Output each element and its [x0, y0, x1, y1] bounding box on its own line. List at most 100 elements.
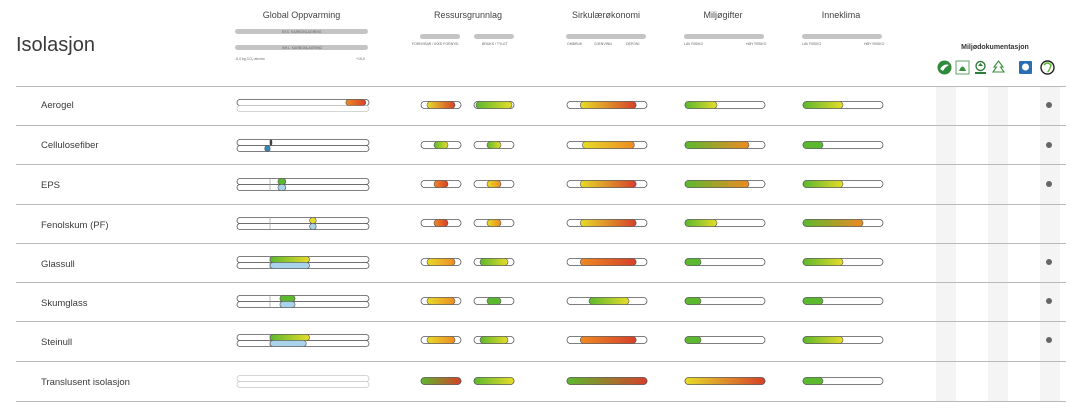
indoor-bar-translusent-isolasjon — [802, 377, 824, 385]
toxins-bar-translusent-isolasjon — [684, 377, 766, 385]
gwp-bar-excl-eps — [277, 178, 287, 185]
res-right-bar-translusent-isolasjon — [473, 377, 515, 385]
gwp-bar-excl-aerogel — [345, 99, 366, 106]
res-left-bar-translusent-isolasjon — [420, 377, 462, 385]
caption-bar-res-left — [420, 34, 460, 39]
res-right-bar-aerogel — [475, 101, 513, 109]
res-right-bar-fenolskum-pf — [486, 219, 502, 227]
gwp-bar-excl-glassull — [269, 256, 310, 263]
gwp-track-excl-eps — [236, 178, 370, 185]
toxins-bar-skumglass — [684, 297, 702, 305]
row-separator — [16, 282, 1066, 283]
indoor-bar-eps — [802, 180, 844, 188]
epd-icon — [1040, 60, 1055, 75]
row-label-cellulosefiber: Cellulosefiber — [41, 140, 99, 151]
envdoc-dot-aerogel — [1046, 102, 1052, 108]
gwp-track-incl-translusent-isolasjon — [236, 381, 370, 388]
gwp-track-incl-aerogel — [236, 105, 370, 112]
caption-bar-res-right — [474, 34, 514, 39]
gwp-bar-excl-cellulosefiber — [269, 139, 273, 146]
gwp-bar-excl-steinull — [269, 334, 310, 341]
res-left-bar-cellulosefiber — [433, 141, 449, 149]
header-indoor-climate: Inneklima — [821, 10, 861, 20]
caption-in-low: LAV RISIKO — [802, 42, 822, 46]
res-right-bar-cellulosefiber — [486, 141, 502, 149]
caption-circ-c: DEPONI — [626, 42, 640, 46]
caption-gwp-excl: EKS. KARBONLAGRING — [282, 29, 322, 34]
gwp-bar-incl-skumglass — [279, 301, 296, 308]
gwp-bar-incl-glassull — [269, 262, 310, 269]
caption-res-right: BRUKS / TYLET — [482, 42, 508, 46]
circular-bar-glassull — [579, 258, 637, 266]
caption-tox-high: HØY RISIKO — [746, 42, 767, 46]
row-label-fenolskum: Fenolskum (PF) — [41, 220, 109, 231]
header-environmental-toxins: Miljøgifter — [703, 10, 743, 20]
circular-bar-skumglass — [588, 297, 630, 305]
row-separator — [16, 243, 1066, 244]
row-separator — [16, 125, 1066, 126]
caption-bar-toxins — [684, 34, 764, 39]
envdoc-dot-cellulosefiber — [1046, 142, 1052, 148]
envdoc-dot-steinull — [1046, 337, 1052, 343]
circular-bar-eps — [579, 180, 637, 188]
circular-bar-translusent-isolasjon — [566, 377, 648, 385]
row-label-glassull: Glassull — [41, 259, 75, 270]
toxins-bar-aerogel — [684, 101, 718, 109]
toxins-bar-steinull — [684, 336, 702, 344]
row-separator — [16, 321, 1066, 322]
gwp-bar-incl-steinull — [269, 340, 307, 347]
gwp-bar-incl-cellulosefiber — [264, 145, 271, 152]
indoor-bar-aerogel — [802, 101, 844, 109]
caption-circ-a: OMBRUK — [567, 42, 583, 46]
caption-circ-b: GJENVINN — [594, 42, 612, 46]
res-left-bar-glassull — [426, 258, 456, 266]
header-global-warming: Global Oppvarming — [262, 10, 341, 20]
res-right-bar-steinull — [479, 336, 509, 344]
envdoc-dot-glassull — [1046, 259, 1052, 265]
pefc-icon — [975, 60, 986, 74]
row-separator — [16, 86, 1066, 87]
indoor-bar-skumglass — [802, 297, 824, 305]
caption-in-high: HØY RISIKO — [864, 42, 885, 46]
indoor-bar-fenolskum-pf — [802, 219, 864, 227]
eu-ecolabel-icon — [955, 60, 970, 75]
row-separator — [16, 204, 1066, 205]
toxins-bar-eps — [684, 180, 750, 188]
header-environmental-documentation: Miljødokumentasjon — [961, 44, 1029, 51]
indoor-bar-steinull — [802, 336, 844, 344]
res-right-bar-eps — [486, 180, 502, 188]
caption-bar-gwp-incl — [235, 45, 368, 50]
epd-norge-icon — [1019, 61, 1032, 74]
gwp-bar-excl-fenolskum-pf — [309, 217, 317, 224]
row-separator — [16, 164, 1066, 165]
indoor-bar-glassull — [802, 258, 844, 266]
caption-gwp-min: -5,0 kg CO₂-ekv/m² — [235, 57, 265, 61]
toxins-bar-cellulosefiber — [684, 141, 750, 149]
res-left-bar-steinull — [426, 336, 456, 344]
res-left-bar-skumglass — [426, 297, 456, 305]
gwp-track-incl-skumglass — [236, 301, 370, 308]
page-title: Isolasjon — [16, 34, 95, 56]
caption-gwp-max: +15,0 — [356, 57, 365, 61]
row-label-skumglass: Skumglass — [41, 298, 88, 309]
doc-column-shade-3 — [1040, 86, 1060, 402]
res-right-bar-glassull — [479, 258, 509, 266]
gwp-track-excl-skumglass — [236, 295, 370, 302]
caption-bar-indoor — [802, 34, 882, 39]
row-label-translusent: Translusent isolasjon — [41, 377, 130, 388]
row-separator — [16, 401, 1066, 402]
circular-bar-aerogel — [579, 101, 637, 109]
circular-bar-fenolskum-pf — [579, 219, 637, 227]
header-resource-base: Ressursgrunnlag — [433, 10, 503, 20]
gwp-bar-incl-fenolskum-pf — [309, 223, 317, 230]
nordic-swan-icon — [937, 60, 952, 75]
gwp-track-excl-fenolskum-pf — [236, 217, 370, 224]
gwp-bar-excl-skumglass — [279, 295, 296, 302]
caption-tox-low: LAV RISIKO — [684, 42, 704, 46]
circular-bar-steinull — [579, 336, 637, 344]
gwp-track-incl-eps — [236, 184, 370, 191]
row-label-eps: EPS — [41, 180, 61, 191]
res-left-bar-eps — [433, 180, 449, 188]
caption-bar-circular — [566, 34, 646, 39]
doc-column-shade-1 — [936, 86, 956, 402]
